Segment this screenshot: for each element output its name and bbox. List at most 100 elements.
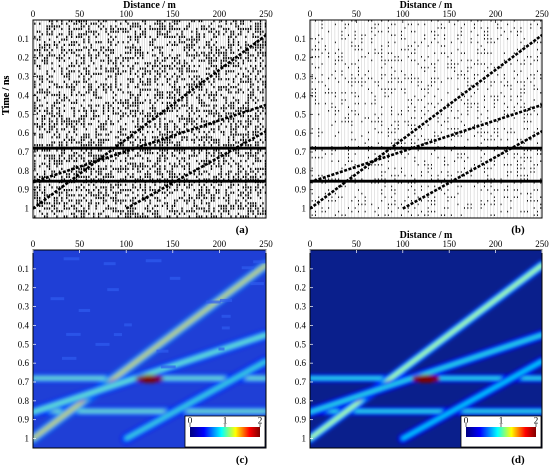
noise-wiggle: [110, 120, 112, 123]
noise-wiggle: [315, 20, 316, 22]
noise-wiggle: [48, 157, 51, 160]
noise-wiggle: [90, 107, 92, 110]
noise-wiggle: [255, 215, 257, 218]
noise-wiggle: [474, 185, 475, 188]
noise-wiggle: [341, 74, 343, 76]
noise-wiggle: [34, 178, 36, 181]
noise-wiggle: [149, 25, 151, 28]
noise-wiggle: [493, 66, 495, 69]
noise-wiggle: [210, 46, 213, 49]
noise-wiggle: [437, 77, 439, 80]
noise-wiggle: [58, 202, 61, 205]
noise-wiggle: [250, 204, 252, 207]
noise-wiggle: [58, 157, 61, 160]
noise-wiggle: [523, 153, 525, 155]
noise-wiggle: [391, 210, 393, 213]
noise-wiggle: [120, 138, 122, 141]
noise-wiggle: [490, 138, 492, 141]
noise-wiggle: [242, 59, 244, 62]
noise-wiggle: [533, 110, 535, 112]
noise-wiggle: [51, 141, 53, 144]
noise-wiggle: [457, 110, 459, 112]
noise-wiggle: [247, 96, 249, 99]
noise-wiggle: [98, 144, 100, 147]
noise-wiggle: [122, 189, 124, 192]
noise-wiggle: [183, 64, 186, 68]
noise-wiggle: [440, 81, 442, 83]
noise-wiggle: [78, 199, 80, 202]
noise-wiggle: [98, 215, 100, 218]
noise-wiggle: [245, 173, 247, 176]
noise-wiggle: [447, 92, 449, 94]
noise-wiggle: [328, 200, 330, 202]
noise-wiggle: [218, 49, 220, 52]
noise-wiggle: [149, 178, 151, 181]
noise-wiggle: [334, 70, 336, 72]
noise-wiggle: [100, 212, 102, 215]
noise-wiggle: [484, 164, 485, 166]
noise-wiggle: [174, 96, 176, 99]
noise-wiggle: [440, 23, 442, 26]
noise-wiggle: [196, 41, 198, 44]
noise-wiggle: [527, 156, 528, 159]
noise-wiggle: [115, 67, 117, 70]
noise-wiggle: [46, 91, 48, 94]
noise-wiggle: [381, 30, 383, 33]
noise-wiggle: [176, 210, 178, 213]
noise-wiggle: [34, 62, 36, 65]
noise-wiggle: [159, 120, 161, 123]
noise-wiggle: [93, 167, 95, 170]
noise-wiggle: [201, 25, 203, 28]
noise-wiggle: [523, 128, 525, 130]
noise-wiggle: [250, 152, 252, 155]
noise-wiggle: [85, 189, 87, 192]
noise-wiggle: [46, 202, 48, 205]
noise-wiggle: [188, 183, 190, 186]
noise-wiggle: [493, 214, 495, 216]
noise-wiggle: [34, 149, 36, 152]
noise-wiggle: [181, 104, 183, 107]
noise-wiggle: [80, 167, 83, 170]
noise-wiggle: [447, 174, 449, 177]
noise-wiggle: [230, 207, 232, 210]
x-tick-label: 250: [535, 9, 549, 19]
noise-wiggle: [178, 75, 181, 78]
noise-wiggle: [115, 99, 117, 102]
noise-wiggle: [198, 196, 200, 200]
noise-wiggle: [414, 41, 416, 44]
noise-wiggle: [161, 96, 164, 99]
noise-wiggle: [421, 117, 422, 119]
noise-wiggle: [394, 131, 396, 134]
noise-wiggle: [348, 106, 349, 108]
noise-wiggle: [154, 212, 156, 215]
noise-wiggle: [245, 43, 247, 46]
noise-wiggle: [250, 91, 252, 94]
noise-wiggle: [147, 204, 149, 207]
noise-wiggle: [191, 41, 193, 44]
noise-wiggle: [53, 141, 56, 144]
noise-wiggle: [208, 93, 210, 97]
noise-wiggle: [477, 102, 479, 105]
noise-wiggle: [171, 96, 173, 99]
noise-wiggle: [540, 160, 542, 162]
noise-wiggle: [134, 212, 137, 215]
noise-wiggle: [230, 117, 232, 120]
noise-wiggle: [477, 110, 479, 112]
noise-wiggle: [46, 107, 48, 110]
noise-wiggle: [83, 144, 85, 147]
noise-wiggle: [193, 43, 195, 46]
noise-wiggle: [159, 154, 161, 157]
noise-wiggle: [262, 54, 264, 57]
noise-wiggle: [377, 214, 379, 216]
y-tick-label: 0.1: [295, 264, 306, 274]
noise-wiggle: [250, 210, 252, 213]
noise-wiggle: [540, 102, 542, 105]
noise-wiggle: [154, 70, 156, 73]
noise-wiggle: [166, 91, 168, 94]
noise-wiggle: [156, 141, 159, 144]
noise-wiggle: [530, 120, 532, 123]
noise-wiggle: [384, 214, 386, 216]
noise-wiggle: [444, 34, 446, 36]
noise-wiggle: [115, 20, 117, 23]
noise-wiggle: [102, 125, 105, 128]
